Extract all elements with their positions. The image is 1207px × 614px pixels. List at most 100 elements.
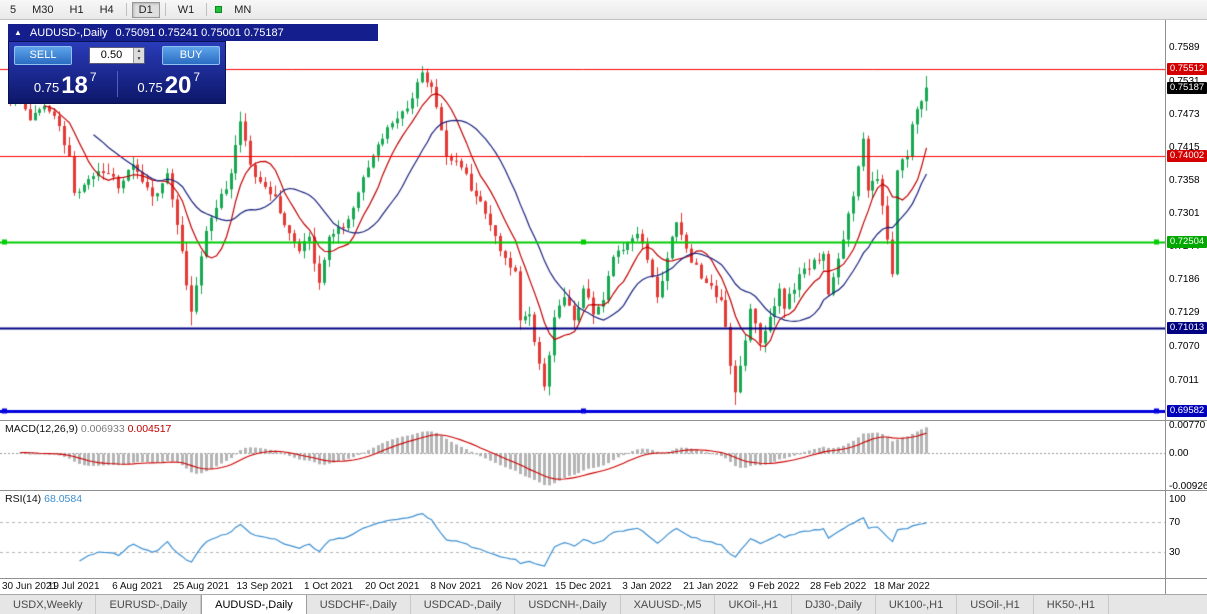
- price-axis-label: 0.7358: [1169, 175, 1200, 187]
- date-label: 3 Jan 2022: [622, 581, 672, 592]
- buy-button[interactable]: BUY: [162, 46, 220, 65]
- price-axis-label: 0.7186: [1169, 274, 1200, 286]
- macd-plot[interactable]: MACD(12,26,9) 0.006933 0.004517: [0, 421, 1165, 490]
- volume-increase-icon[interactable]: ▲: [134, 48, 144, 56]
- chart-ohlc-values: 0.75091 0.75241 0.75001 0.75187: [115, 26, 284, 39]
- macd-name: MACD(12,26,9): [5, 423, 78, 435]
- price-axis-label: 0.7589: [1169, 42, 1200, 54]
- axis-corner: [1165, 579, 1207, 594]
- price-axis-label: 0.7531: [1169, 76, 1200, 87]
- price-axis-label: 30: [1169, 547, 1181, 559]
- macd-pane: MACD(12,26,9) 0.006933 0.004517 0.00770 0…: [0, 420, 1207, 490]
- rsi-plot[interactable]: RSI(14) 68.0584: [0, 491, 1165, 578]
- main-chart-pane: ▲ AUDUSD-,Daily 0.75091 0.75241 0.75001 …: [0, 20, 1207, 420]
- chart-tab-usoil-h1[interactable]: USOil-,H1: [957, 595, 1034, 614]
- main-chart-plot[interactable]: ▲ AUDUSD-,Daily 0.75091 0.75241 0.75001 …: [0, 20, 1165, 420]
- date-label: 26 Nov 2021: [491, 581, 548, 592]
- chart-tab-usdx-weekly[interactable]: USDX,Weekly: [0, 595, 97, 614]
- price-axis-label: 0.7129: [1169, 307, 1200, 319]
- macd-canvas[interactable]: [0, 421, 1165, 490]
- rsi-value: 68.0584: [44, 493, 83, 505]
- one-click-controls: SELL 0.50 ▲ ▼ BUY: [14, 46, 220, 65]
- price-line-badge: 0.74002: [1167, 149, 1207, 162]
- price-line-badge: 0.69582: [1167, 404, 1207, 417]
- price-line-badge: 0.71013: [1167, 322, 1207, 335]
- sell-button[interactable]: SELL: [14, 46, 72, 65]
- price-axis-label: -0.00926: [1169, 481, 1207, 490]
- chart-tab-usdcad-daily[interactable]: USDCAD-,Daily: [411, 595, 516, 614]
- chart-tab-eurusd-daily[interactable]: EURUSD-,Daily: [96, 595, 202, 614]
- volume-decrease-icon[interactable]: ▼: [134, 55, 144, 63]
- volume-stepper[interactable]: 0.50 ▲ ▼: [89, 47, 145, 64]
- ask-price-prefix: 0.75: [137, 79, 163, 95]
- price-axis[interactable]: 0.7589 0.7531 0.7473 0.7415 0.7358 0.7301 0.72…: [1165, 20, 1207, 420]
- rsi-pane: RSI(14) 68.0584 100 70 30: [0, 490, 1207, 578]
- time-axis[interactable]: 30 Jun 2021 19 Jul 2021 6 Aug 2021 25 Aug 2…: [0, 579, 1165, 594]
- ask-price-sup: 7: [193, 69, 201, 84]
- date-label: 6 Aug 2021: [112, 581, 163, 592]
- timeframe-toolbar: 5 M30 H1 H4 D1 W1 MN: [0, 0, 1207, 20]
- chart-tab-usdchf-daily[interactable]: USDCHF-,Daily: [307, 595, 411, 614]
- price-axis-label: 100: [1169, 494, 1186, 505]
- date-label: 9 Feb 2022: [749, 581, 800, 592]
- price-axis-label: 0.7301: [1169, 208, 1200, 220]
- chart-tab-uk100-h1[interactable]: UK100-,H1: [876, 595, 958, 614]
- price-axis-label: 0.00: [1169, 447, 1189, 459]
- time-axis-row: 30 Jun 2021 19 Jul 2021 6 Aug 2021 25 Aug 2…: [0, 578, 1207, 594]
- date-label: 20 Oct 2021: [364, 581, 420, 592]
- price-axis-label: 0.7415: [1169, 142, 1200, 154]
- date-label: 13 Sep 2021: [236, 581, 294, 592]
- macd-label: MACD(12,26,9) 0.006933 0.004517: [5, 423, 171, 435]
- rsi-name: RSI(14): [5, 493, 42, 505]
- price-axis-label: 70: [1169, 516, 1181, 528]
- price-divider: [116, 70, 118, 97]
- rsi-label: RSI(14) 68.0584: [5, 493, 82, 505]
- timeframe-button-5[interactable]: 5: [10, 3, 17, 16]
- chart-tabs-bar: USDX,Weekly EURUSD-,Daily AUDUSD-,Daily USD…: [0, 594, 1207, 614]
- toolbar-separator: [164, 3, 166, 16]
- chart-title-bar: ▲ AUDUSD-,Daily 0.75091 0.75241 0.75001 …: [8, 24, 378, 41]
- timeframe-button-d1[interactable]: D1: [131, 1, 160, 18]
- rsi-axis[interactable]: 100 70 30: [1165, 491, 1207, 578]
- date-label: 25 Aug 2021: [173, 581, 230, 592]
- chart-tab-xauusd-m5[interactable]: XAUUSD-,M5: [621, 595, 716, 614]
- autotrading-status-icon: [215, 6, 223, 13]
- toolbar-separator: [206, 3, 208, 16]
- ask-price-big: 20: [164, 71, 192, 99]
- price-axis-label: 0.7011: [1169, 375, 1199, 387]
- chart-tab-dj30-daily[interactable]: DJ30-,Daily: [792, 595, 876, 614]
- collapse-panel-icon[interactable]: ▲: [14, 27, 22, 37]
- bid-price-sup: 7: [89, 69, 97, 84]
- price-line-badge: 0.72504: [1167, 236, 1207, 249]
- one-click-prices: 0.75 18 7 0.75 20 7: [14, 67, 220, 100]
- price-axis-label: 0.00770: [1169, 421, 1206, 431]
- chart-symbol-title: AUDUSD-,Daily: [29, 26, 108, 39]
- price-axis-label: 0.7070: [1169, 341, 1200, 353]
- volume-input[interactable]: 0.50: [100, 49, 123, 61]
- current-price-badge: 0.75187: [1167, 81, 1207, 94]
- toolbar-separator: [125, 3, 127, 16]
- chart-tab-ukoil-h1[interactable]: UKOil-,H1: [715, 595, 792, 614]
- chart-tab-hk50-h1[interactable]: HK50-,H1: [1034, 595, 1110, 614]
- date-label: 28 Feb 2022: [810, 581, 867, 592]
- date-label: 21 Jan 2022: [683, 581, 739, 592]
- timeframe-button-w1[interactable]: W1: [177, 3, 195, 16]
- chart-tab-audusd-daily[interactable]: AUDUSD-,Daily: [201, 595, 307, 614]
- price-line-badge: 0.75512: [1167, 62, 1207, 75]
- bid-price-prefix: 0.75: [33, 79, 60, 95]
- timeframe-button-h1[interactable]: H1: [69, 3, 84, 16]
- timeframe-button-mn[interactable]: MN: [234, 3, 252, 16]
- timeframe-button-m30[interactable]: M30: [32, 3, 54, 16]
- macd-signal-value: 0.004517: [127, 423, 172, 435]
- date-label: 30 Jun 2021: [2, 581, 58, 592]
- bid-price-big: 18: [61, 71, 88, 99]
- macd-main-value: 0.006933: [80, 423, 125, 435]
- volume-spinner-buttons: ▲ ▼: [133, 48, 144, 63]
- chart-tab-usdcnh-daily[interactable]: USDCNH-,Daily: [515, 595, 621, 614]
- timeframe-button-h4[interactable]: H4: [99, 3, 114, 16]
- date-label: 19 Jul 2021: [47, 581, 100, 592]
- rsi-canvas[interactable]: [0, 491, 1165, 578]
- date-label: 1 Oct 2021: [304, 581, 353, 592]
- macd-axis[interactable]: 0.00770 0.00 -0.00926: [1165, 421, 1207, 490]
